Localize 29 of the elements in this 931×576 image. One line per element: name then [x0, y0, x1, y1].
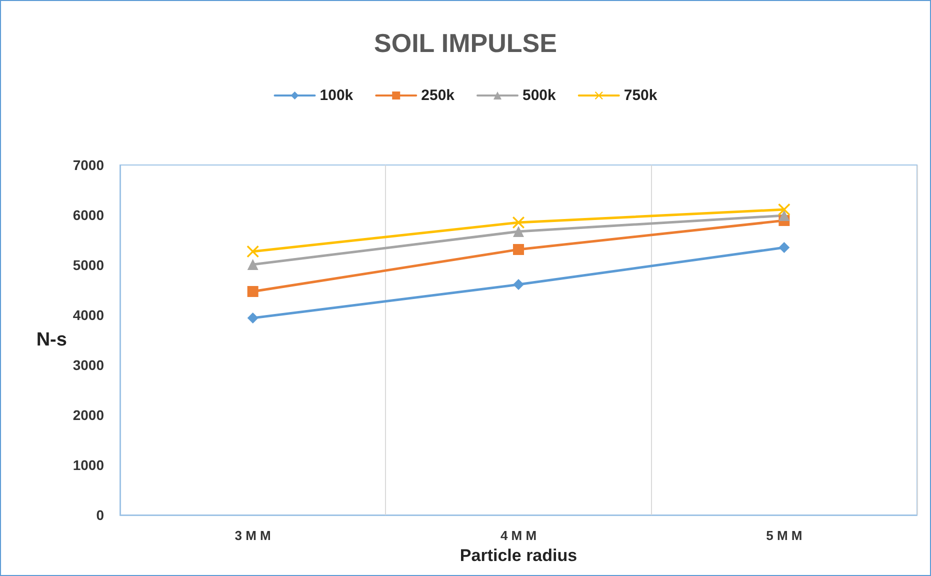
point	[512, 216, 524, 228]
legend-label: 500k	[522, 87, 557, 104]
point	[513, 279, 524, 290]
point	[513, 244, 524, 255]
y-tick-label: 2000	[72, 407, 104, 423]
x-tick-label: 5 M M	[766, 528, 802, 543]
y-tick-label: 1000	[72, 457, 104, 473]
y-tick-label: 0	[96, 507, 104, 523]
y-tick-label: 4000	[72, 307, 104, 323]
point	[247, 312, 258, 324]
point	[778, 210, 790, 221]
legend-label: 100k	[320, 87, 354, 104]
point	[247, 286, 258, 297]
y-tick-label: 3000	[72, 357, 104, 373]
legend-label: 250k	[421, 87, 456, 104]
y-tick-label: 5000	[72, 257, 104, 273]
point	[513, 226, 524, 237]
point	[778, 204, 790, 216]
y-tick-label: 6000	[72, 207, 104, 223]
point	[778, 242, 790, 253]
point	[247, 259, 258, 270]
legend-label: 750k	[624, 87, 658, 104]
x-axis-title: Particle radius	[460, 546, 578, 565]
y-axis-title: N-s	[36, 330, 67, 350]
point	[246, 246, 259, 258]
x-tick-label: 4 M M	[500, 528, 537, 543]
chart-title: SOIL IMPULSE	[374, 28, 557, 58]
y-tick-label: 7000	[72, 157, 104, 173]
x-tick-label: 3 M M	[234, 528, 271, 543]
